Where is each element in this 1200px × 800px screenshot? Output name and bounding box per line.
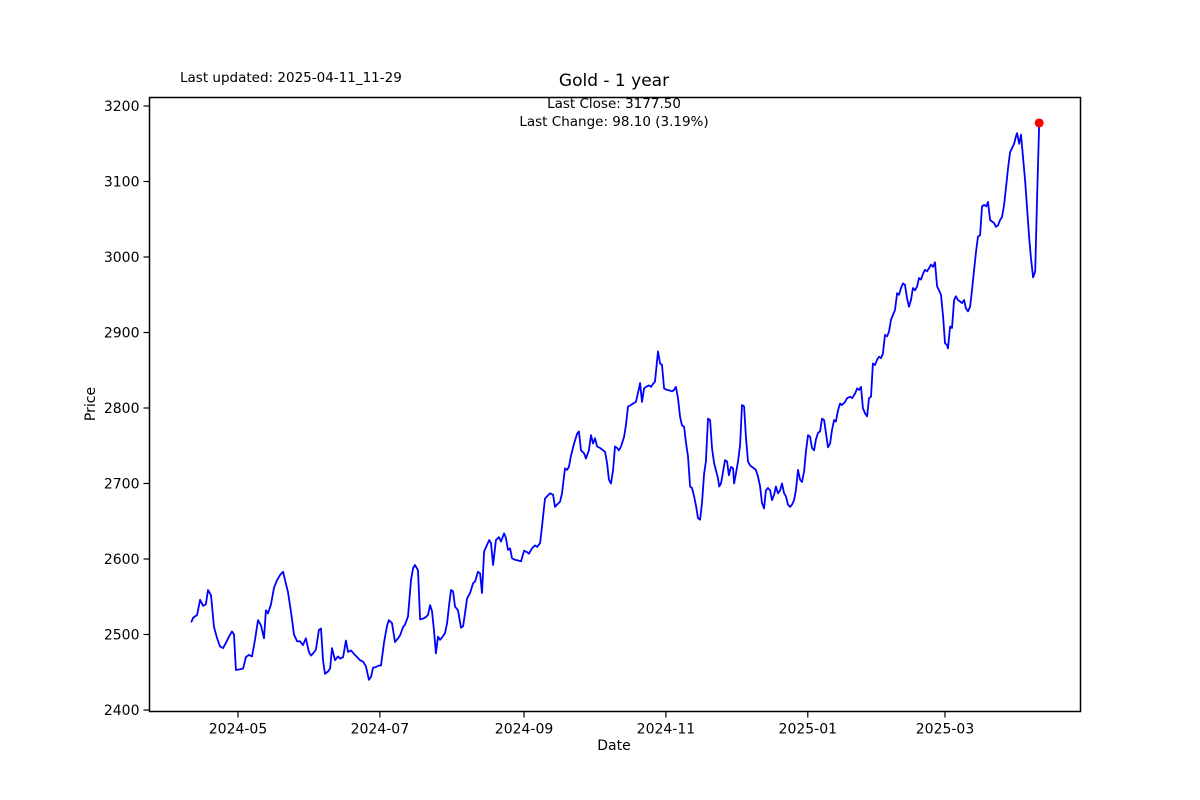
last-updated-annotation: Last updated: 2025-04-11_11-29 — [180, 70, 402, 86]
x-tick-label: 2024-07 — [351, 722, 410, 738]
y-tick-label: 3200 — [104, 99, 140, 115]
y-tick-label: 3100 — [104, 175, 140, 191]
y-axis: 2400 2500 2600 2700 2800 2900 3000 3100 3200 — [104, 99, 150, 719]
x-tick-label: 2024-11 — [637, 722, 696, 738]
y-tick-label: 2700 — [104, 477, 140, 493]
last-close-annotation: Last Close: 3177.50 — [547, 96, 681, 112]
chart-title: Gold - 1 year — [558, 71, 670, 91]
plot-area-frame — [148, 96, 1082, 713]
x-tick-label: 2025-03 — [916, 722, 975, 738]
y-tick-label: 2800 — [104, 401, 140, 417]
y-axis-label: Price — [83, 386, 99, 422]
y-tick-label: 2400 — [104, 703, 140, 719]
x-tick-label: 2024-05 — [209, 722, 268, 738]
x-tick-label: 2025-01 — [779, 722, 838, 738]
x-tick-label: 2024-09 — [495, 722, 554, 738]
last-price-marker — [1034, 118, 1044, 128]
y-tick-label: 2500 — [104, 628, 140, 644]
y-tick-label: 3000 — [104, 250, 140, 266]
last-change-annotation: Last Change: 98.10 (3.19%) — [519, 114, 709, 130]
price-line — [190, 122, 1041, 681]
y-tick-label: 2600 — [104, 552, 140, 568]
y-tick-label: 2900 — [104, 326, 140, 342]
x-axis-label: Date — [597, 738, 631, 754]
x-axis: 2024-05 2024-07 2024-09 2024-11 2025-01 2025-… — [209, 711, 975, 738]
